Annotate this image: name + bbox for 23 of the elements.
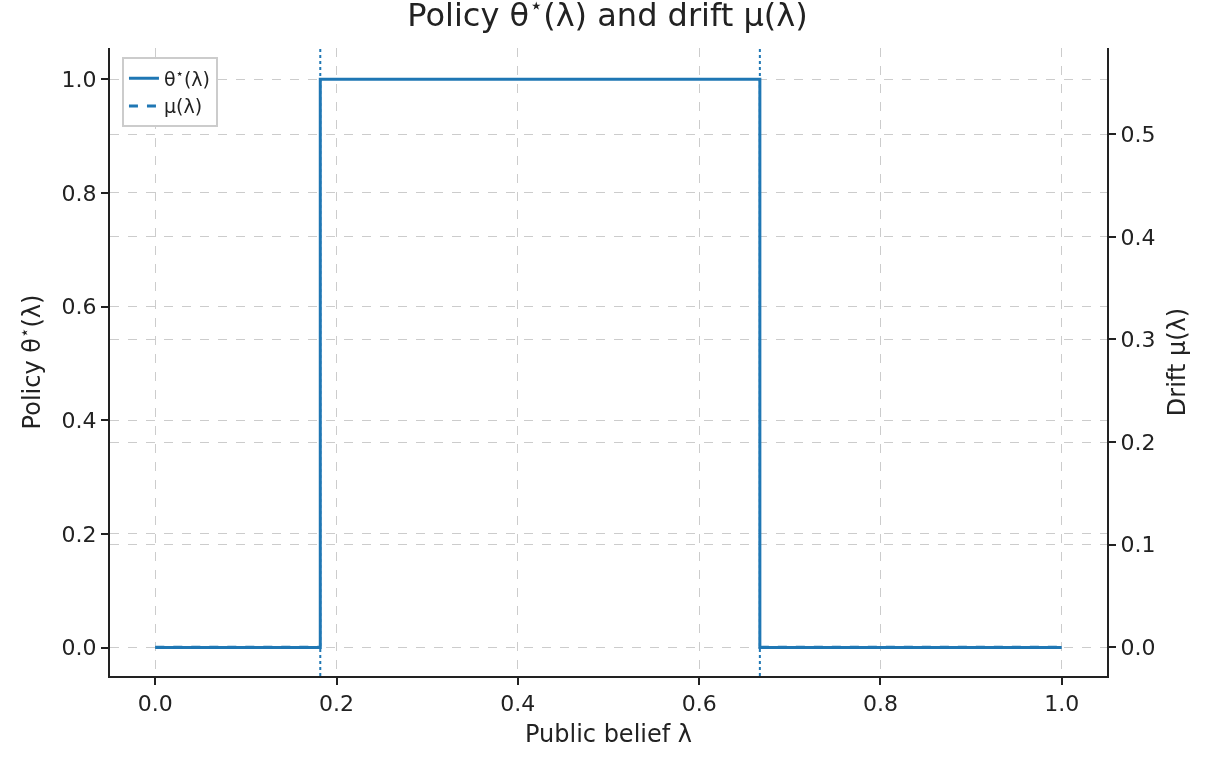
y2-tick-label: 0.1 bbox=[1120, 532, 1156, 558]
x-tick-label: 0.0 bbox=[137, 691, 173, 717]
legend-label: θ$^{⋆}$(λ) bbox=[163, 65, 210, 90]
y2-tick-label: 0.4 bbox=[1120, 224, 1156, 250]
y-tick-label: 0.6 bbox=[61, 294, 97, 320]
x-tick-label: 0.2 bbox=[319, 691, 355, 717]
x-tick-label: 0.4 bbox=[500, 691, 536, 717]
legend-label: μ(λ) bbox=[163, 95, 203, 118]
x-tick-label: 0.6 bbox=[681, 691, 717, 717]
y-tick-label: 0.2 bbox=[61, 521, 97, 547]
chart-title: Policy θ$^{⋆}$(λ) and drift μ(λ) bbox=[407, 0, 808, 35]
y2-tick-label: 0.2 bbox=[1120, 429, 1156, 455]
x-axis-title: Public belief λ bbox=[524, 720, 693, 749]
y-tick-label: 0.0 bbox=[61, 635, 97, 661]
y2-tick-label: 0.0 bbox=[1120, 634, 1156, 660]
y-tick-label: 0.4 bbox=[61, 407, 97, 433]
x-tick-label: 1.0 bbox=[1044, 691, 1080, 717]
y-tick-label: 1.0 bbox=[61, 66, 97, 92]
y-tick-label: 0.8 bbox=[61, 180, 97, 206]
y2-tick-label: 0.5 bbox=[1120, 121, 1156, 147]
y2-tick-label: 0.3 bbox=[1120, 327, 1156, 353]
y2-axis-title: Drift μ(λ) bbox=[1163, 307, 1192, 417]
x-tick-label: 0.8 bbox=[862, 691, 898, 717]
